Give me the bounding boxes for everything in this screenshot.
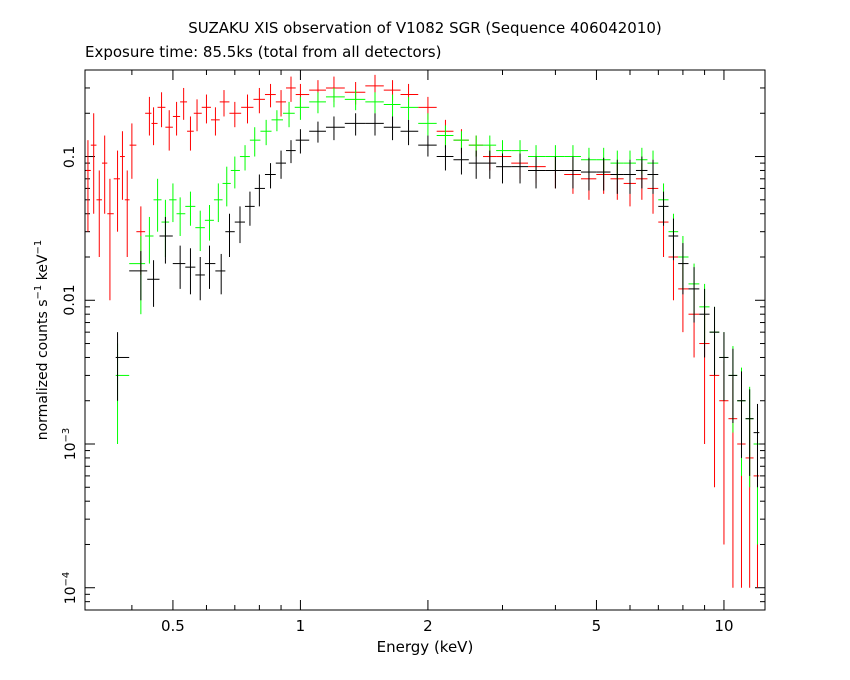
chart-title: SUZAKU XIS observation of V1082 SGR (Seq… (188, 19, 662, 37)
x-tick-label: 5 (591, 617, 602, 635)
plot-frame (84, 69, 766, 611)
y-tick-label: 0.1 (62, 145, 78, 168)
x-axis-label: Energy (keV) (376, 638, 474, 656)
y-axis-label: normalized counts s−1 keV−1 (33, 239, 51, 441)
y-tick-label: 10−3 (61, 427, 79, 461)
x-tick-label: 0.5 (160, 617, 185, 635)
y-tick-label: 0.01 (62, 284, 78, 316)
x-tick-label: 10 (714, 617, 734, 635)
x-tick-label: 2 (423, 617, 433, 635)
y-tick-label: 10−4 (61, 571, 79, 605)
chart-subtitle: Exposure time: 85.5ks (total from all de… (85, 43, 442, 61)
x-tick-label: 1 (295, 617, 306, 635)
